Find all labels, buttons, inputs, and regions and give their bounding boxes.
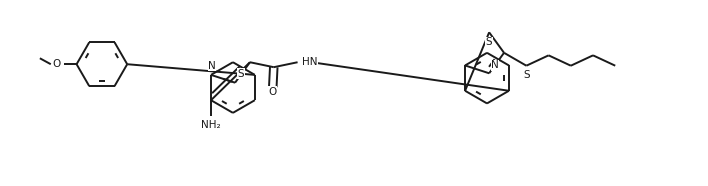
Text: S: S	[523, 70, 530, 80]
Text: N: N	[491, 60, 499, 70]
Text: O: O	[268, 87, 277, 97]
Text: HN: HN	[302, 57, 317, 67]
Text: O: O	[52, 59, 61, 69]
Text: S: S	[238, 69, 244, 79]
Text: NH₂: NH₂	[201, 120, 221, 130]
Text: N: N	[208, 61, 216, 71]
Text: S: S	[486, 37, 493, 47]
